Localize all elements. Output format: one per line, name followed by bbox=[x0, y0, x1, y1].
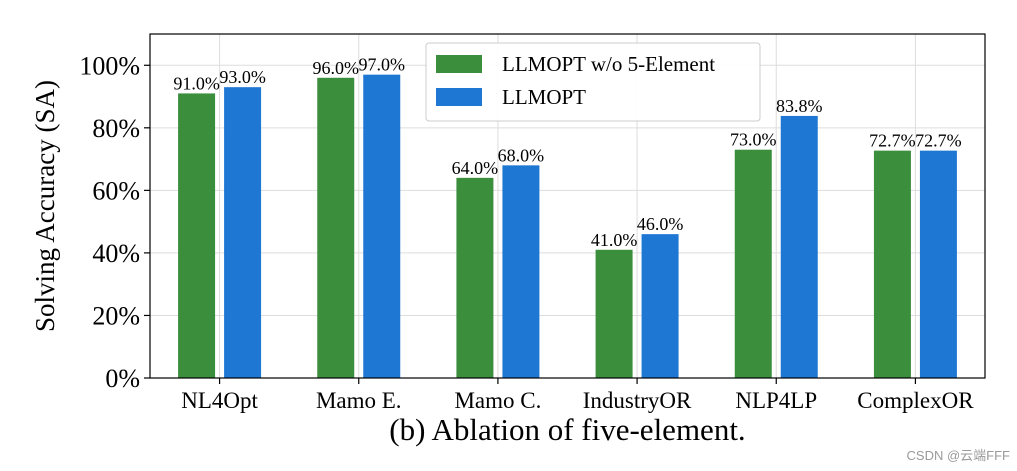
bar-nl4opt-series-0 bbox=[178, 93, 216, 378]
y-tick-label-3: 60% bbox=[92, 176, 140, 205]
y-tick-label-1: 20% bbox=[92, 301, 140, 330]
y-tick-label-4: 80% bbox=[92, 114, 140, 143]
y-axis-ticks: 0% 20% 40% 60% 80% 100% bbox=[79, 51, 150, 393]
bar-mamo-c--series-0 bbox=[456, 177, 494, 378]
bars bbox=[178, 74, 957, 379]
bar-industryor-series-0 bbox=[595, 249, 633, 378]
y-tick-label-0: 0% bbox=[105, 364, 140, 393]
legend-swatch-llmopt bbox=[436, 88, 482, 106]
bar-value-label: 72.7% bbox=[915, 131, 962, 151]
bar-nl4opt-series-1 bbox=[224, 87, 262, 378]
bar-mamo-e--series-1 bbox=[363, 74, 401, 379]
bar-value-label: 41.0% bbox=[591, 230, 638, 250]
bar-value-label: 68.0% bbox=[498, 145, 545, 165]
x-tick-label-4: NLP4LP bbox=[735, 388, 817, 413]
bar-nlp4lp-series-1 bbox=[780, 115, 818, 379]
legend-swatch-without-5-element bbox=[436, 55, 482, 73]
legend-label-without-5-element: LLMOPT w/o 5-Element bbox=[502, 52, 715, 76]
bar-value-label: 96.0% bbox=[313, 58, 360, 78]
bar-data-labels: 91.0% 96.0% 64.0% 41.0% 73.0% 72.7% 93.0% 97.0%… bbox=[173, 55, 961, 250]
bar-mamo-e--series-0 bbox=[317, 77, 355, 379]
bar-value-label: 72.7% bbox=[869, 131, 916, 151]
plot-frame bbox=[149, 33, 986, 379]
y-axis-label: Solving Accuracy (SA) bbox=[30, 80, 60, 332]
bar-value-label: 46.0% bbox=[637, 214, 684, 234]
bar-complexor-series-1 bbox=[919, 150, 957, 378]
bar-value-label: 73.0% bbox=[730, 130, 777, 150]
legend: LLMOPT w/o 5-Element LLMOPT bbox=[425, 42, 761, 122]
x-tick-label-2: Mamo C. bbox=[454, 388, 541, 413]
bar-complexor-series-0 bbox=[873, 150, 911, 378]
legend-box bbox=[425, 42, 761, 122]
y-tick-label-2: 40% bbox=[92, 239, 140, 268]
bar-mamo-c--series-1 bbox=[502, 165, 540, 378]
legend-label-llmopt: LLMOPT bbox=[502, 85, 586, 109]
bar-value-label: 83.8% bbox=[776, 96, 823, 116]
watermark: CSDN @云端FFF bbox=[907, 448, 1011, 463]
bar-value-label: 91.0% bbox=[173, 73, 220, 93]
x-tick-label-5: ComplexOR bbox=[857, 388, 974, 413]
bar-industryor-series-1 bbox=[641, 234, 679, 378]
bar-value-label: 97.0% bbox=[359, 55, 406, 75]
x-tick-label-1: Mamo E. bbox=[316, 388, 402, 413]
x-tick-label-0: NL4Opt bbox=[181, 388, 258, 413]
bar-nlp4lp-series-0 bbox=[734, 149, 772, 378]
y-tick-label-5: 100% bbox=[79, 51, 140, 80]
bar-value-label: 93.0% bbox=[219, 67, 266, 87]
x-tick-label-3: IndustryOR bbox=[583, 388, 692, 413]
bar-value-label: 64.0% bbox=[452, 158, 499, 178]
chart-title: (b) Ablation of five-element. bbox=[389, 412, 745, 447]
x-axis-ticks: NL4Opt Mamo E. Mamo C. IndustryOR NLP4LP Comp… bbox=[181, 378, 974, 413]
